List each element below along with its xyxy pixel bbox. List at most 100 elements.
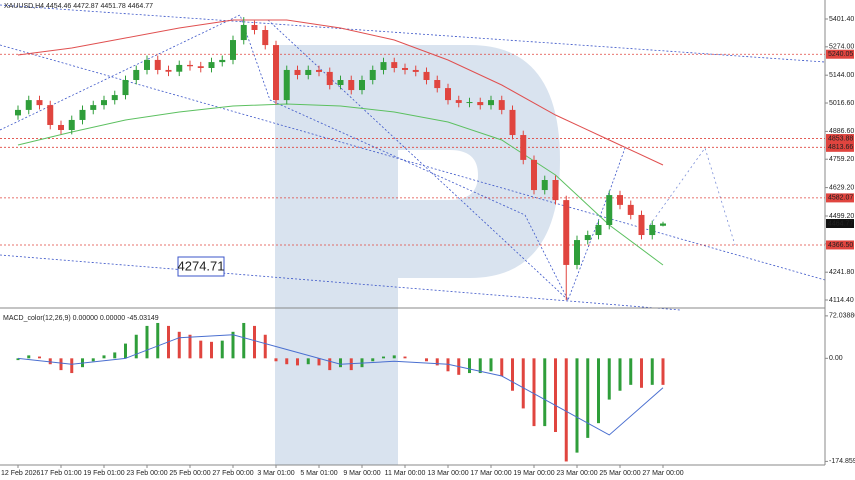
candle-body: [273, 45, 279, 101]
x-tick-label: 23 Mar 00:00: [556, 470, 597, 477]
macd-bar: [382, 356, 385, 359]
candle-body: [36, 100, 43, 106]
candle-body: [606, 195, 613, 225]
macd-bar: [231, 331, 235, 359]
candle-body: [488, 100, 494, 106]
candle-body: [627, 204, 634, 215]
y-tick-label: 0.00: [829, 355, 843, 362]
macd-bar: [134, 334, 138, 359]
candle-body: [380, 62, 387, 70]
x-tick-label: 13 Mar 00:00: [427, 470, 468, 477]
macd-bar: [274, 358, 278, 362]
macd-bar: [521, 358, 525, 409]
candle-body: [262, 30, 269, 46]
candle-body: [208, 62, 215, 68]
candle-body: [25, 100, 32, 110]
candle-body: [584, 235, 591, 241]
candle-body: [348, 80, 355, 91]
x-tick-label: 27 Feb 00:00: [212, 470, 253, 477]
candle-body: [531, 159, 537, 191]
x-tick-label: 25 Mar 00:00: [599, 470, 640, 477]
current-price-bg: [826, 219, 854, 229]
macd-bar: [564, 358, 568, 462]
macd-bar: [446, 358, 450, 372]
y-tick-label: 4886.60: [829, 128, 854, 135]
x-tick-label: 27 Mar 00:00: [642, 470, 683, 477]
candle-body: [498, 100, 505, 110]
x-tick-label: 17 Feb 01:00: [40, 470, 81, 477]
macd-bar: [650, 358, 654, 385]
macd-bar: [640, 358, 643, 388]
y-tick-label: 5401.40: [829, 16, 854, 23]
macd-bar: [392, 355, 396, 359]
candle-body: [359, 80, 365, 91]
candle-body: [391, 62, 398, 68]
candle-body: [520, 135, 527, 160]
macd-bar: [607, 358, 611, 400]
x-tick-label: 25 Feb 00:00: [169, 470, 210, 477]
macd-bar: [188, 334, 192, 359]
macd-bar: [468, 358, 471, 374]
level-label: 4366.50: [828, 242, 853, 249]
annotation: 4274.71: [178, 258, 225, 273]
macd-bar: [156, 322, 160, 359]
x-tick-label: 19 Mar 00:00: [513, 470, 554, 477]
macd-bar: [478, 358, 482, 374]
macd-bar: [532, 358, 536, 427]
candle-body: [101, 100, 107, 106]
candle-body: [154, 59, 161, 70]
macd-bar: [285, 358, 289, 365]
candle-body: [466, 102, 473, 104]
macd-bar: [543, 358, 547, 427]
macd-bar: [328, 358, 332, 371]
signal-line: [17, 334, 664, 436]
macd-bar: [177, 331, 181, 359]
level-label-bg: [826, 134, 854, 144]
macd-bar: [575, 358, 579, 453]
candle-body: [369, 69, 376, 81]
macd-bar: [629, 358, 633, 385]
y-tick-label: 5274.00: [829, 44, 854, 51]
x-tick-label: 17 Mar 00:00: [470, 470, 511, 477]
candle-body: [90, 105, 97, 110]
level-label-bg: [826, 142, 854, 152]
candle-body: [617, 195, 623, 205]
y-tick-label: 4629.20: [829, 184, 854, 191]
macd-bar: [253, 325, 256, 359]
candle-body: [552, 180, 559, 201]
candle-body: [165, 69, 172, 72]
level-label: 4582.07: [828, 195, 853, 202]
candle-body: [133, 69, 140, 81]
level-label-bg: [826, 193, 854, 203]
level-label: 4813.66: [828, 144, 853, 151]
y-tick-label: 5144.00: [829, 72, 854, 79]
candle-body: [445, 88, 451, 101]
macd-bar: [48, 358, 52, 365]
candle-body: [326, 71, 333, 86]
macd-bar: [242, 322, 246, 359]
macd-bar: [489, 358, 493, 372]
annotation-box: [177, 256, 225, 277]
candle-body: [563, 200, 570, 265]
macd-bar: [349, 358, 353, 371]
macd-bar: [27, 355, 31, 359]
x-tick-label: 19 Feb 01:00: [83, 470, 124, 477]
candle-body: [574, 240, 580, 265]
candle-body: [283, 69, 290, 101]
candle-body: [434, 80, 441, 89]
macd-bar: [220, 340, 224, 359]
y-tick-label: 4114.40: [829, 297, 854, 304]
candle-body: [111, 95, 118, 101]
macd-bar: [435, 358, 439, 366]
candle-body: [15, 109, 21, 116]
candle-body: [316, 69, 322, 72]
candle-body: [176, 64, 183, 72]
macd-bar: [425, 358, 428, 362]
candle-body: [230, 40, 236, 60]
macd-bar: [597, 358, 600, 424]
candle-body: [58, 124, 64, 131]
x-tick-label: 5 Mar 01:00: [300, 470, 337, 477]
macd-bar: [113, 352, 117, 359]
candle-body: [595, 224, 602, 236]
macd-bar: [511, 358, 514, 391]
